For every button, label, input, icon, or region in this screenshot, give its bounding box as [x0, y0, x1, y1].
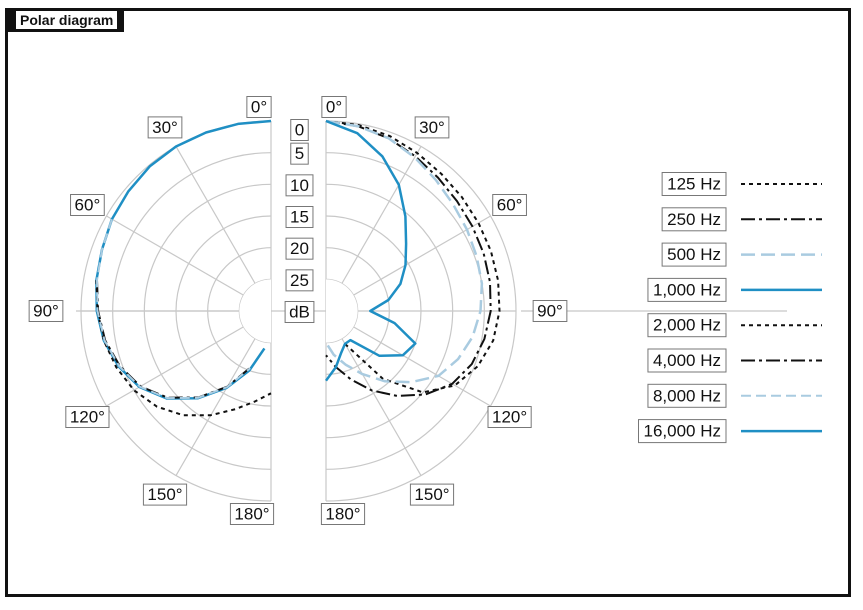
legend-label-7: 8,000 Hz: [653, 386, 721, 405]
legend-label-3: 500 Hz: [667, 245, 721, 264]
angle-label-right-box: [492, 194, 527, 216]
radial-tick-label: 5: [295, 144, 304, 163]
legend-label-box: [647, 277, 727, 302]
angle-label-left-box: [142, 483, 188, 506]
series-line-2: [325, 120, 492, 397]
angle-label-right: 150°: [414, 485, 449, 504]
angle-label-right: 180°: [325, 505, 360, 524]
legend-label-box: [661, 172, 727, 196]
legend-label-2: 250 Hz: [667, 210, 721, 229]
radial-unit-label-box: [284, 301, 315, 323]
angle-label-left-box: [147, 116, 183, 139]
angle-label-left-box: [246, 96, 272, 118]
angle-label-left: 120°: [70, 408, 105, 427]
legend-label-8: 16,000 Hz: [644, 422, 722, 441]
legend-label-1: 125 Hz: [667, 175, 721, 194]
angle-label-right-box: [409, 483, 455, 506]
angle-label-right-box: [414, 116, 450, 139]
angle-label-left: 90°: [33, 302, 59, 321]
angle-label-right-box: [532, 300, 568, 322]
angle-label-left-box: [65, 406, 110, 428]
legend-label-box: [647, 313, 727, 338]
legend-label-4: 1,000 Hz: [653, 280, 721, 299]
angle-label-left: 150°: [147, 485, 182, 504]
angle-label-right: 30°: [419, 118, 445, 137]
series-line-7: [96, 218, 251, 400]
angle-label-left-box: [28, 300, 64, 322]
angle-label-left: 0°: [251, 98, 267, 117]
angle-label-right: 120°: [492, 408, 527, 427]
radial-tick-label-box: [290, 119, 309, 141]
angle-label-right-box: [320, 503, 366, 525]
angle-label-right-box: [487, 406, 532, 428]
series-line-1: [325, 120, 501, 394]
series-line-3: [324, 119, 484, 384]
angle-label-right: 60°: [497, 196, 523, 215]
radial-tick-label-box: [285, 237, 314, 260]
legend-label-box: [647, 383, 727, 408]
radial-tick-label-box: [285, 206, 314, 228]
radial-tick-label-box: [290, 142, 309, 165]
legend-label-box: [661, 242, 727, 267]
angle-label-left: 180°: [234, 505, 269, 524]
angle-label-left: 30°: [152, 118, 178, 137]
angle-label-right: 90°: [537, 302, 563, 321]
angle-label-right: 0°: [326, 98, 342, 117]
grid-center: [326, 279, 358, 343]
angle-label-left: 60°: [75, 196, 101, 215]
series-line-6: [96, 280, 252, 399]
radial-tick-label: 25: [290, 271, 309, 290]
radial-tick-label: 10: [290, 176, 309, 195]
legend-label-5: 2,000 Hz: [653, 316, 721, 335]
legend-label-box: [661, 207, 727, 232]
radial-tick-label-box: [285, 174, 314, 197]
grid-center: [239, 279, 271, 343]
angle-label-left-box: [70, 194, 105, 216]
radial-tick-label-box: [285, 269, 314, 292]
radial-tick-label: 20: [290, 239, 309, 258]
legend-label-box: [638, 419, 727, 444]
legend-label-6: 4,000 Hz: [653, 351, 721, 370]
radial-tick-label: 15: [290, 208, 309, 227]
title-tab: Polar diagram: [5, 8, 125, 32]
radial-tick-label: 0: [295, 121, 304, 140]
legend-label-box: [647, 348, 727, 373]
angle-label-right-box: [321, 96, 347, 118]
angle-label-left-box: [229, 503, 275, 525]
series-line-8: [324, 119, 417, 382]
radial-unit-label: dB: [289, 303, 310, 322]
window-title: Polar diagram: [15, 10, 119, 30]
